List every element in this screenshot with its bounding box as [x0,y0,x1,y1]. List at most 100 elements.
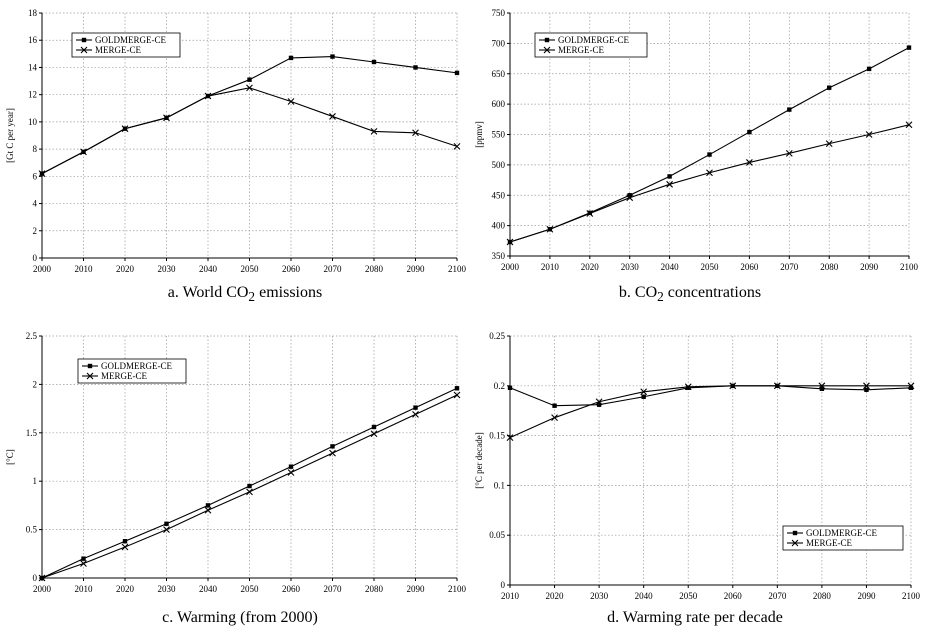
chart-a-series-1-point [204,92,212,100]
chart-c-legend [77,358,187,384]
chart-d-series-1-point [595,398,603,406]
chart-a-series-0-point [247,77,252,82]
chart-a-legend-label-1: MERGE-CE [95,45,142,55]
chart-b-legend-marker-1 [543,46,551,54]
chart-d-ylabel: [°C per decade] [474,432,484,489]
chart-d-ytick-label: 0.25 [489,331,505,341]
chart-b-xtick-label: 2100 [900,262,919,272]
chart-d-svg: 0 0.05 0.1 0.15 0.2 0.25 2010 2020 2030 2040 2050 2… [474,331,921,601]
chart-b-caption-sub: 2 [657,289,664,305]
chart-b-series-1-point [626,194,634,202]
chart-b-series-0-point [866,66,872,72]
chart-b-ytick-label: 500 [492,160,506,170]
chart-d-series-1-point [773,382,781,390]
chart-a-series-1-point [453,143,461,150]
chart-d-xtick-label: 2090 [857,591,876,601]
chart-d-series-1-point [863,382,870,390]
chart-c-series-1-point [287,469,295,476]
chart-b-ytick-label: 650 [492,69,506,79]
chart-d-xtick-label: 2070 [768,591,787,601]
chart-b-series-0-point [707,152,712,157]
chart-c-xtick-label: 2030 [158,584,177,594]
chart-b-xtick-label: 2040 [661,262,680,272]
chart-a-xtick-label: 2100 [448,264,467,274]
chart-a-ytick-label: 0 [33,253,38,263]
chart-c-series-1-point [80,560,87,567]
chart-b-ytick-label: 450 [492,190,506,200]
chart-a-legend-marker-1 [80,46,88,54]
chart-c-series-1-point [204,506,212,514]
chart-c-series-1-point [453,391,461,399]
chart-a-ytick-label: 12 [28,90,37,100]
chart-a-caption-suffix: emissions [255,284,323,301]
chart-a-xtick-label: 2000 [33,264,52,274]
chart-c-series-1-point [370,430,378,438]
chart-a-series-1-point [412,129,419,137]
chart-b-series-1-point [905,121,913,129]
chart-a-series-0-point [454,70,460,76]
chart-d-series-0-point [864,387,869,392]
chart-c-xtick-label: 2100 [448,584,467,594]
chart-b-xtick-label: 2080 [820,262,839,272]
chart-d-legend [782,525,904,551]
chart-b-series-1-point [586,210,594,217]
chart-c-ytick-label: 2.5 [26,331,38,341]
chart-a-legend-label-0: GOLDMERGE-CE [95,35,166,45]
chart-c-series-0-point [81,556,86,561]
chart-a-ytick-label: 16 [28,35,38,45]
chart-d-series-0-point [908,385,914,390]
chart-a-ytick-label: 6 [33,171,38,181]
chart-d-legend-label-1: MERGE-CE [806,538,853,548]
chart-c-xtick-label: 2010 [75,584,94,594]
chart-a-legend-marker-0 [81,37,87,43]
chart-c-series-1-point [412,411,419,418]
chart-a-ytick-label: 18 [28,8,38,18]
chart-a-legend [71,32,181,58]
chart-c-series-0-point [413,405,418,410]
chart-b-series-0-point [827,85,832,90]
chart-d-ytick-label: 0 [501,580,506,590]
chart-b-series-0-point [747,129,752,135]
chart-d-series-1-point [506,434,514,441]
chart-a-svg: 0 2 4 6 8 10 12 14 16 18 2000 2010 2020 2030 2040 2050 2… [5,8,467,274]
chart-c-series-1-point [38,574,46,582]
chart-d-ytick-label: 0.1 [494,480,505,490]
chart-b-series-1-point [746,159,753,166]
chart-c-ytick-label: 1 [33,476,38,486]
chart-b-legend [534,32,648,58]
chart-c-caption: c. Warming (from 2000) [140,609,340,627]
chart-c-series-1-point [121,543,129,551]
chart-b-caption-suffix: concentrations [663,284,762,301]
chart-b-ytick-label: 350 [492,251,506,261]
chart-c-series-0-point [288,464,294,469]
chart-d-xtick-label: 2010 [501,591,520,601]
chart-d-series-1-point [907,382,915,390]
chart-c-series-0-point [164,521,169,526]
chart-c-series-1-point [246,488,253,496]
chart-a-caption-prefix: a. World CO [167,284,249,301]
chart-c-ytick-label: 0.5 [26,525,38,535]
chart-a-series-1-point [246,84,253,92]
chart-a-caption-sub: 2 [248,289,256,305]
chart-b-xtick-label: 2020 [581,262,600,272]
chart-panel-a: 0 2 4 6 8 10 12 14 16 18 2000 2010 2020 2030 2040 2050 2… [0,0,467,310]
chart-c-series-1-point [163,526,170,533]
chart-a-xtick-label: 2010 [75,264,94,274]
chart-a-series-1-point [329,113,336,120]
chart-d-series-0-point [507,385,513,390]
chart-c-xtick-label: 2090 [407,584,426,594]
chart-b-ytick-label: 700 [492,38,506,48]
chart-c-xtick-label: 2000 [33,584,52,594]
chart-d-xtick-label: 2060 [724,591,743,601]
chart-a-series-1-point [121,125,129,133]
chart-b-series-1-point [785,149,793,157]
chart-a-xtick-label: 2090 [407,264,426,274]
chart-d-series-0-point [552,403,557,408]
chart-d-series-0-point [596,402,602,407]
chart-d-ytick-label: 0.15 [489,431,505,441]
chart-b-ytick-label: 750 [492,8,506,18]
chart-b-caption-prefix: b. CO [618,284,658,301]
chart-d-caption-prefix: d. Warming rate per decade [607,609,783,626]
chart-c-series-0-point [122,539,128,544]
chart-b-series-1-point [865,131,873,138]
